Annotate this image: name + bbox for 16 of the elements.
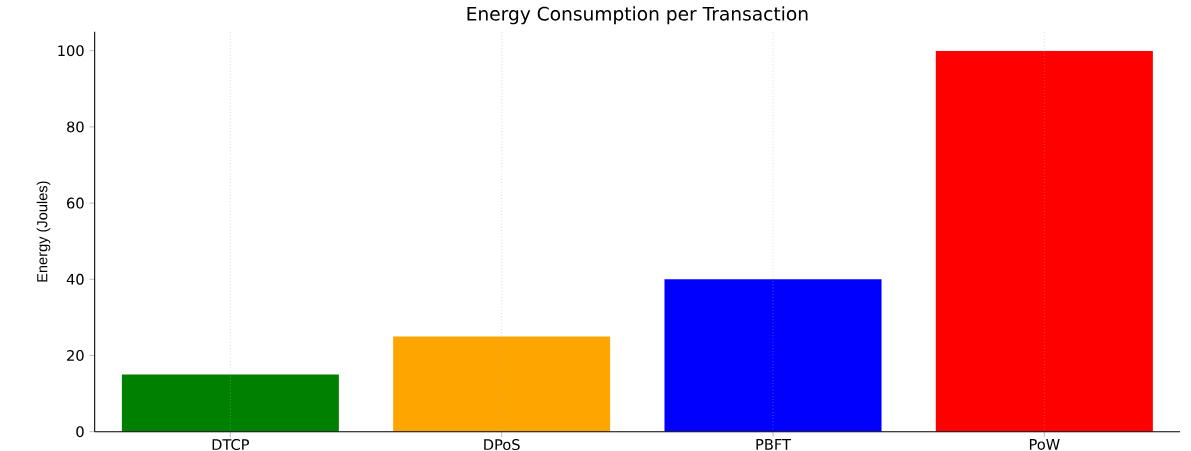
x-tick-label: PBFT xyxy=(756,439,791,450)
y-tick-label: 0 xyxy=(76,426,84,438)
y-tick-label: 80 xyxy=(67,121,84,133)
bar xyxy=(664,279,882,432)
y-tick-label: 20 xyxy=(67,349,84,361)
chart-title: Energy Consumption per Transaction xyxy=(467,6,808,25)
bar xyxy=(393,336,611,432)
y-tick-label: 60 xyxy=(67,197,84,209)
y-axis-title: Energy (Joules) xyxy=(36,181,51,282)
bar xyxy=(121,374,339,432)
x-tick-label: DTCP xyxy=(212,439,250,451)
y-tick-label: 40 xyxy=(66,273,84,285)
x-tick-label: PoW xyxy=(1029,439,1060,450)
bar xyxy=(935,50,1153,432)
x-tick-label: DPoS xyxy=(484,439,520,451)
y-tick-label: 100 xyxy=(58,45,84,57)
